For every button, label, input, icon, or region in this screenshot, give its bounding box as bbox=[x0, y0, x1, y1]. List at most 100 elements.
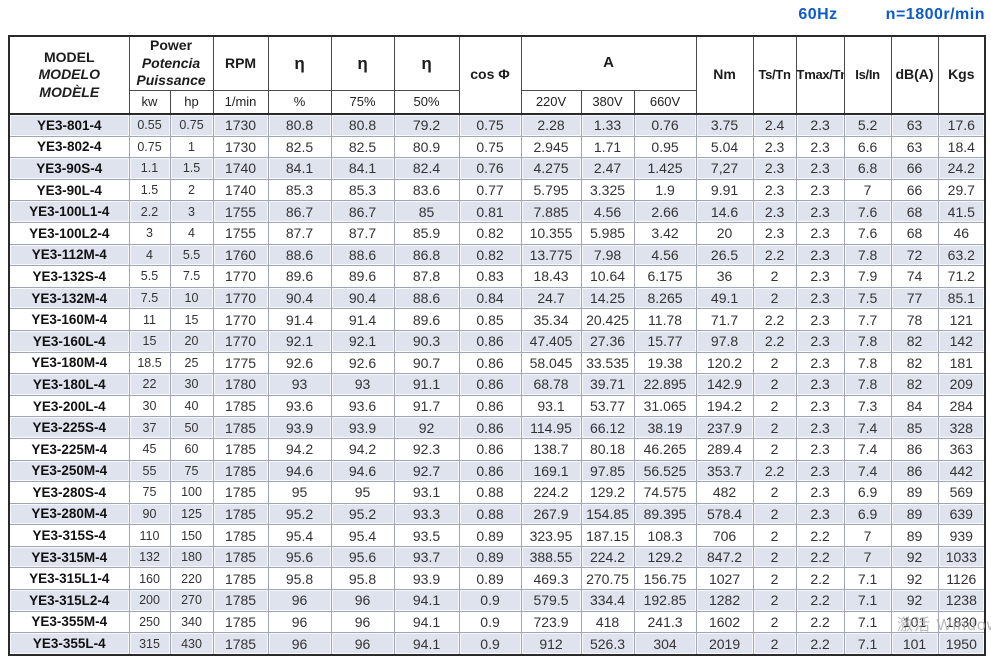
cos-phi: 0.86 bbox=[458, 351, 522, 375]
ts-tn: 2.3 bbox=[752, 157, 797, 180]
is-in: 7 bbox=[843, 178, 892, 202]
eta-50: 94.1 bbox=[393, 589, 460, 612]
kgs: 328 bbox=[937, 416, 986, 439]
motor-spec-table: MODEL MODELO MODÈLE Power Potencia Puiss… bbox=[8, 35, 987, 656]
is-in: 6.9 bbox=[843, 502, 892, 526]
nm: 578.4 bbox=[695, 502, 754, 526]
tmax-tn: 2.3 bbox=[795, 243, 845, 267]
is-in: 7.1 bbox=[843, 632, 892, 656]
a-380v: 334.4 bbox=[580, 589, 635, 612]
kw: 30 bbox=[128, 394, 171, 418]
table-row: YE3-160L-4 15 20 1770 92.1 92.1 90.3 0.86 47.405… bbox=[8, 329, 986, 353]
a-220v: 93.1 bbox=[520, 394, 582, 418]
eta-75: 95.6 bbox=[330, 545, 395, 569]
cos-phi: 0.9 bbox=[458, 589, 522, 612]
rpm: 1755 bbox=[212, 221, 269, 245]
power-label-fr: Puissance bbox=[136, 72, 206, 88]
kgs: 121 bbox=[937, 308, 986, 331]
eta-75: 95.8 bbox=[330, 567, 395, 591]
hp: 2 bbox=[169, 178, 214, 202]
kgs: 569 bbox=[937, 481, 986, 504]
a-380v: 1.33 bbox=[580, 113, 635, 137]
hp: 7.5 bbox=[169, 265, 214, 288]
table-row: YE3-315L2-4 200 270 1785 96 96 94.1 0.9 579.5 334… bbox=[8, 589, 986, 612]
unit-eta-100: % bbox=[267, 89, 332, 115]
db-a: 68 bbox=[890, 221, 939, 245]
table-row: YE3-315M-4 132 180 1785 95.6 95.6 93.7 0.89 388.… bbox=[8, 545, 986, 569]
eta-50: 82.4 bbox=[393, 157, 460, 180]
speed-label: n=1800r/min bbox=[885, 6, 985, 23]
nm: 26.5 bbox=[695, 243, 754, 267]
a-660v: 1.425 bbox=[633, 157, 697, 180]
unit-kw: kw bbox=[128, 89, 171, 115]
tmax-tn: 2.3 bbox=[795, 329, 845, 353]
ts-tn: 2 bbox=[752, 481, 797, 504]
ts-tn: 2 bbox=[752, 286, 797, 310]
eta-50: 80.9 bbox=[393, 135, 460, 159]
eta-50: 88.6 bbox=[393, 286, 460, 310]
a-380v: 5.985 bbox=[580, 221, 635, 245]
table-row: YE3-250M-4 55 75 1785 94.6 94.6 92.7 0.86 169.1 9… bbox=[8, 459, 986, 483]
db-a: 89 bbox=[890, 524, 939, 547]
ts-tn: 2.2 bbox=[752, 459, 797, 483]
col-header-eta-100: η bbox=[267, 35, 332, 91]
a-220v: 2.945 bbox=[520, 135, 582, 159]
a-220v: 13.775 bbox=[520, 243, 582, 267]
kgs: 363 bbox=[937, 437, 986, 461]
hp: 0.75 bbox=[169, 113, 214, 137]
cos-phi: 0.88 bbox=[458, 481, 522, 504]
ts-tn: 2.2 bbox=[752, 329, 797, 353]
rpm: 1785 bbox=[212, 459, 269, 483]
db-a: 84 bbox=[890, 394, 939, 418]
rpm: 1770 bbox=[212, 265, 269, 288]
db-a: 86 bbox=[890, 459, 939, 483]
eta-100: 95.4 bbox=[267, 524, 332, 547]
col-header-eta-75: η bbox=[330, 35, 395, 91]
is-in: 6.9 bbox=[843, 481, 892, 504]
hp: 3 bbox=[169, 200, 214, 223]
eta-100: 91.4 bbox=[267, 308, 332, 331]
a-380v: 33.535 bbox=[580, 351, 635, 375]
nm: 194.2 bbox=[695, 394, 754, 418]
ts-tn: 2.3 bbox=[752, 178, 797, 202]
a-380v: 27.36 bbox=[580, 329, 635, 353]
cos-phi: 0.86 bbox=[458, 459, 522, 483]
hp: 340 bbox=[169, 610, 214, 634]
eta-100: 89.6 bbox=[267, 265, 332, 288]
eta-50: 93.7 bbox=[393, 545, 460, 569]
col-header-kgs: Kgs bbox=[937, 35, 986, 115]
nm: 482 bbox=[695, 481, 754, 504]
tmax-tn: 2.2 bbox=[795, 610, 845, 634]
cos-phi: 0.86 bbox=[458, 437, 522, 461]
kgs: 284 bbox=[937, 394, 986, 418]
cos-phi: 0.86 bbox=[458, 329, 522, 353]
kw: 110 bbox=[128, 524, 171, 547]
cos-phi: 0.9 bbox=[458, 632, 522, 656]
model: YE3-315L1-4 bbox=[8, 567, 130, 591]
a-660v: 56.525 bbox=[633, 459, 697, 483]
kw: 250 bbox=[128, 610, 171, 634]
a-380v: 80.18 bbox=[580, 437, 635, 461]
model: YE3-250M-4 bbox=[8, 459, 130, 483]
tmax-tn: 2.2 bbox=[795, 545, 845, 569]
db-a: 63 bbox=[890, 135, 939, 159]
rpm: 1770 bbox=[212, 308, 269, 331]
a-380v: 129.2 bbox=[580, 481, 635, 504]
a-380v: 418 bbox=[580, 610, 635, 634]
eta-50: 85 bbox=[393, 200, 460, 223]
a-660v: 156.75 bbox=[633, 567, 697, 591]
a-220v: 58.045 bbox=[520, 351, 582, 375]
eta-100: 90.4 bbox=[267, 286, 332, 310]
eta-75: 85.3 bbox=[330, 178, 395, 202]
tmax-tn: 2.3 bbox=[795, 502, 845, 526]
ts-tn: 2 bbox=[752, 502, 797, 526]
is-in: 7.1 bbox=[843, 589, 892, 612]
eta-100: 92.6 bbox=[267, 351, 332, 375]
ts-tn: 2.4 bbox=[752, 113, 797, 137]
a-660v: 304 bbox=[633, 632, 697, 656]
db-a: 92 bbox=[890, 545, 939, 569]
power-label-en: Power bbox=[150, 37, 193, 53]
eta-100: 96 bbox=[267, 610, 332, 634]
a-660v: 38.19 bbox=[633, 416, 697, 439]
kgs: 24.2 bbox=[937, 157, 986, 180]
